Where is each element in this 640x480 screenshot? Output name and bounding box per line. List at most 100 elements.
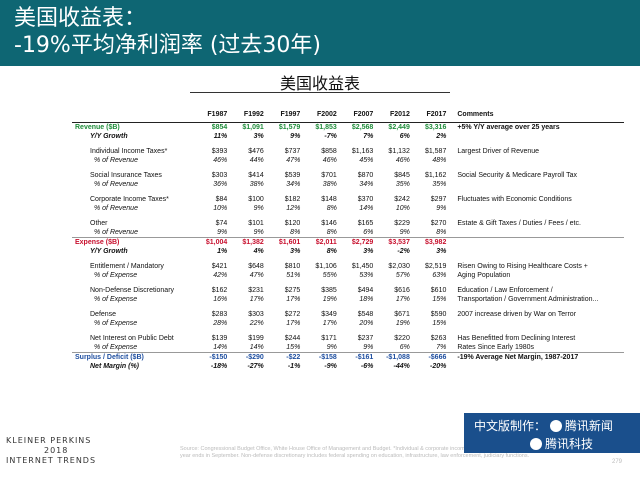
source-note: Source: Congressional Budget Office, Whi…: [180, 446, 610, 459]
table-cell: 1%: [217, 248, 228, 255]
table-cell: $229: [394, 220, 410, 227]
table-cell: $671: [394, 311, 410, 318]
table-cell: $3,316: [412, 122, 450, 132]
row-label: % of Expense: [94, 344, 138, 351]
table-cell: 42%: [213, 272, 228, 279]
table-cell: $220: [394, 335, 410, 342]
table-row: Entitlement / Mandatory $421 $648 $810 $1,10…: [72, 262, 624, 271]
table-cell: $303: [248, 311, 264, 318]
row-comment: Estate & Gift Taxes / Duties / Fees / et…: [457, 220, 581, 227]
row-label: % of Revenue: [94, 229, 138, 236]
row-comment: +5% Y/Y average over 25 years: [449, 122, 624, 132]
table-cell: $244: [284, 335, 301, 342]
income-statement-table: F1987 F1992 F1997 F2002 F2007 F2012 F201…: [72, 106, 624, 371]
table-cell: 35%: [432, 181, 447, 188]
table-row: Individual Income Taxes* $393 $476 $737 $858…: [72, 147, 624, 156]
table-cell: $1,579: [266, 122, 304, 132]
table-cell: 6%: [399, 344, 410, 351]
table-cell: 17%: [286, 296, 301, 303]
row-label: Revenue ($B): [72, 122, 194, 132]
table-cell: 17%: [249, 296, 264, 303]
table-cell: -44%: [393, 363, 410, 370]
table-cell: $616: [394, 287, 410, 294]
credit-label: 中文版制作：: [474, 419, 547, 433]
table-cell: -18%: [210, 363, 228, 370]
table-row: % of Expense 14% 14% 15% 9% 9% 6% 7% Rates Since…: [72, 343, 624, 353]
table-cell: -9%: [324, 363, 337, 370]
table-cell: 51%: [286, 272, 301, 279]
row-comment: -19% Average Net Margin, 1987-2017: [449, 352, 624, 362]
row-label: % of Expense: [94, 320, 138, 327]
row-label: Individual Income Taxes*: [90, 148, 168, 155]
table-cell: -$22: [266, 352, 304, 362]
row-comment: Education / Law Enforcement /: [457, 287, 553, 294]
column-header: F1987: [193, 106, 231, 123]
table-cell: 9%: [217, 229, 228, 236]
table-cell: 9%: [363, 344, 374, 351]
tencent-tech-label: 腾讯科技: [545, 437, 594, 451]
table-cell: $283: [211, 311, 228, 318]
table-cell: 22%: [249, 320, 264, 327]
row-label: % of Expense: [94, 272, 138, 279]
table-cell: 9%: [326, 344, 337, 351]
table-row: Net Interest on Public Debt $139 $199 $244 $…: [72, 334, 624, 343]
table-cell: $100: [248, 196, 264, 203]
table-cell: $870: [357, 172, 374, 179]
column-header: F2007: [339, 106, 377, 123]
table-cell: $648: [248, 263, 264, 270]
table-cell: 17%: [286, 320, 301, 327]
table-cell: 3%: [290, 248, 301, 255]
table-row: Y/Y Growth 1% 4% 3% 8% 3% -2% 3%: [72, 247, 624, 256]
table-cell: $303: [211, 172, 228, 179]
table-cell: $1,132: [388, 148, 410, 155]
table-cell: $2,030: [388, 263, 410, 270]
table-cell: $1,106: [315, 263, 337, 270]
table-cell: 17%: [395, 296, 410, 303]
table-cell: 16%: [213, 296, 228, 303]
table-cell: 47%: [249, 272, 264, 279]
table-row: Surplus / Deficit ($B) -$150 -$290 -$22 -$15…: [72, 352, 624, 362]
table-cell: $810: [284, 263, 301, 270]
table-cell: 10%: [213, 205, 228, 212]
table-cell: 38%: [322, 181, 337, 188]
table-cell: -$158: [303, 352, 340, 362]
table-row: Revenue ($B) $854 $1,091 $1,579 $1,853 $2,568…: [72, 122, 624, 132]
table-cell: $1,162: [424, 172, 447, 179]
table-row: % of Revenue 10% 9% 12% 8% 14% 10% 9%: [72, 204, 624, 213]
table-cell: $476: [248, 148, 264, 155]
table-cell: 18%: [359, 296, 374, 303]
table-cell: $1,004: [193, 237, 231, 247]
table-cell: 36%: [213, 181, 228, 188]
row-label: % of Expense: [94, 296, 138, 303]
table-cell: -6%: [360, 363, 374, 370]
row-comment: [449, 228, 624, 238]
table-row: Net Margin (%) -18% -27% -1% -9% -6% -44% -20%: [72, 362, 624, 371]
row-label: % of Revenue: [94, 157, 138, 164]
row-comment: Social Security & Medicare Payroll Tax: [457, 172, 578, 179]
table-row: Social Insurance Taxes $303 $414 $539 $701 $8…: [72, 171, 624, 180]
table-cell: 8%: [290, 229, 301, 236]
table-row: Other $74 $101 $120 $146 $165 $229 $270 Estate &…: [72, 219, 624, 228]
row-label: Y/Y Growth: [90, 133, 128, 140]
table-cell: $272: [284, 311, 301, 318]
table-cell: 53%: [359, 272, 374, 279]
tencent-news-label: 腾讯新闻: [564, 419, 613, 433]
table-cell: $162: [211, 287, 228, 294]
table-cell: $494: [357, 287, 374, 294]
table-cell: 8%: [436, 229, 447, 236]
table-cell: $237: [357, 335, 374, 342]
row-label: % of Revenue: [94, 205, 138, 212]
table-cell: 35%: [395, 181, 410, 188]
table-cell: $1,382: [230, 237, 267, 247]
table-cell: $421: [211, 263, 228, 270]
table-cell: $231: [248, 287, 264, 294]
table-cell: $590: [430, 311, 447, 318]
column-header: F2002: [303, 106, 340, 123]
table-cell: $101: [248, 220, 264, 227]
table-cell: $1,853: [303, 122, 340, 132]
table-cell: 9%: [253, 205, 264, 212]
row-comment: [449, 204, 624, 213]
row-label: % of Revenue: [94, 181, 138, 188]
row-comment: Transportation / Government Administrati…: [457, 296, 599, 303]
table-cell: 55%: [322, 272, 337, 279]
